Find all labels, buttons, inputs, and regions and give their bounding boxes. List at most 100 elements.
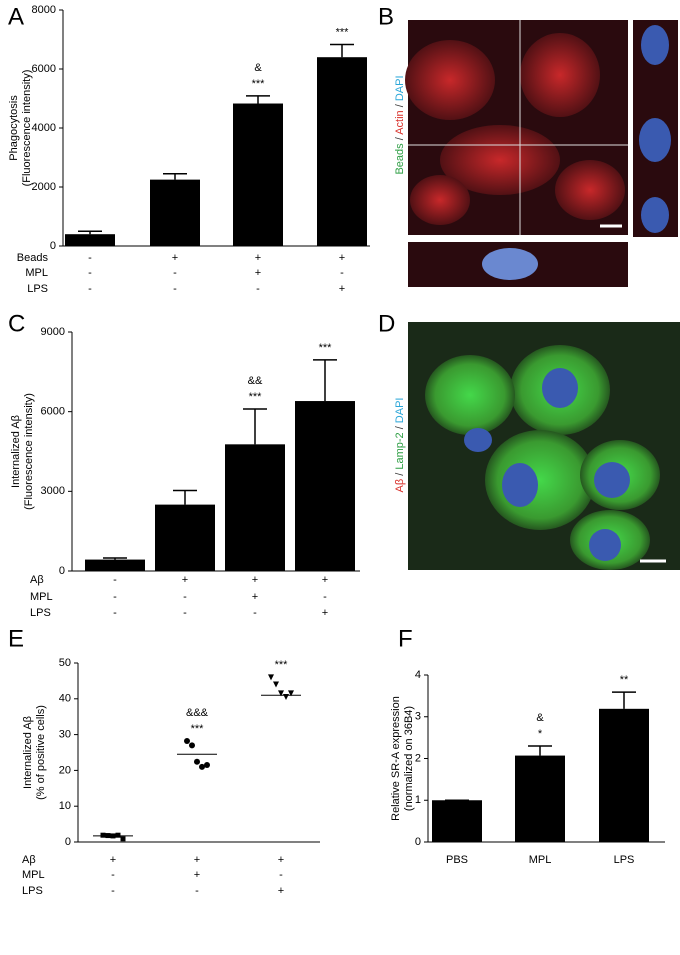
treatment-sign: + xyxy=(339,283,345,295)
y-tick-label: 1 xyxy=(415,794,421,806)
point xyxy=(184,738,190,745)
point xyxy=(288,690,294,697)
point xyxy=(115,832,121,838)
bar xyxy=(295,401,355,571)
treatment-name: LPS xyxy=(22,885,43,897)
y-tick-label: 2000 xyxy=(32,181,56,193)
point xyxy=(194,758,200,765)
microscopy-d xyxy=(408,322,680,570)
microscopy-b xyxy=(405,20,678,287)
y-axis-label: Internalized Aβ xyxy=(10,415,22,488)
treatment-sign: - xyxy=(173,267,177,279)
y-tick-label: 10 xyxy=(59,800,71,812)
error-bar xyxy=(246,95,270,104)
panel-letter: E xyxy=(8,625,24,652)
treatment-name: MPL xyxy=(25,267,48,279)
bar xyxy=(150,179,200,246)
treatment-sign: + xyxy=(110,854,116,866)
panel-letter: A xyxy=(8,3,24,30)
x-tick-label: LPS xyxy=(614,854,635,866)
annotation: & xyxy=(536,712,544,724)
annotation: * xyxy=(538,728,543,740)
point xyxy=(268,674,274,681)
y-tick-label: 4 xyxy=(415,669,421,681)
stain-label-part: / xyxy=(394,135,406,144)
treatment-sign: - xyxy=(323,591,327,603)
y-tick-label: 50 xyxy=(59,657,71,669)
point xyxy=(189,742,195,749)
bar xyxy=(432,800,482,842)
treatment-sign: - xyxy=(88,283,92,295)
treatment-name: MPL xyxy=(22,869,45,881)
x-tick-label: MPL xyxy=(529,854,552,866)
panel-letter: C xyxy=(8,310,25,337)
y-axis-label: Internalized Aβ xyxy=(22,716,34,789)
bar xyxy=(233,103,283,246)
y-tick-label: 40 xyxy=(59,693,71,705)
y-tick-label: 6000 xyxy=(32,63,56,75)
stain-label-part: Lamp-2 xyxy=(394,432,406,469)
error-bar xyxy=(612,691,636,709)
point xyxy=(204,762,210,769)
stain-label-part: / xyxy=(394,101,406,110)
treatment-sign: - xyxy=(113,607,117,619)
point xyxy=(278,690,284,697)
annotation: & xyxy=(254,62,262,74)
annotation: *** xyxy=(319,342,333,354)
y-axis-label: (Fluorescence intensity) xyxy=(23,393,35,510)
point xyxy=(120,836,126,842)
treatment-sign: + xyxy=(278,885,284,897)
point xyxy=(100,832,106,838)
treatment-sign: + xyxy=(278,854,284,866)
treatment-sign: + xyxy=(172,252,178,264)
bar xyxy=(225,444,285,571)
treatment-sign: - xyxy=(88,252,92,264)
treatment-sign: - xyxy=(340,267,344,279)
treatment-sign: + xyxy=(194,869,200,881)
y-tick-label: 6000 xyxy=(41,406,65,418)
panel-letter: F xyxy=(398,625,413,652)
treatment-sign: - xyxy=(195,885,199,897)
stain-label-part: Aβ xyxy=(394,479,406,493)
annotation: ** xyxy=(620,674,629,686)
bar xyxy=(65,234,115,246)
y-tick-label: 3 xyxy=(415,711,421,723)
stain-label-part: DAPI xyxy=(394,75,406,101)
treatment-sign: - xyxy=(173,283,177,295)
treatment-name: MPL xyxy=(30,591,53,603)
stain-label-part: / xyxy=(394,423,406,432)
stain-label: Beads / Actin / DAPI xyxy=(394,75,406,174)
y-tick-label: 30 xyxy=(59,729,71,741)
error-bar xyxy=(103,557,127,560)
stain-label: Aβ / Lamp-2 / DAPI xyxy=(394,398,406,493)
treatment-sign: - xyxy=(183,607,187,619)
annotation: *** xyxy=(275,659,289,671)
annotation: && xyxy=(248,375,263,387)
treatment-sign: - xyxy=(111,885,115,897)
bar xyxy=(599,708,649,842)
treatment-sign: + xyxy=(252,591,258,603)
point xyxy=(199,763,205,770)
treatment-sign: + xyxy=(194,854,200,866)
treatment-sign: - xyxy=(183,591,187,603)
error-bar xyxy=(173,489,197,505)
bar xyxy=(515,755,565,842)
annotation: *** xyxy=(191,723,205,735)
treatment-name: Aβ xyxy=(30,574,44,586)
y-axis-label: (normalized on 36B4) xyxy=(403,706,415,811)
treatment-name: Beads xyxy=(17,252,49,264)
treatment-sign: + xyxy=(339,252,345,264)
treatment-sign: + xyxy=(182,574,188,586)
error-bar xyxy=(163,172,187,180)
error-bar xyxy=(243,408,267,445)
y-axis-label: (% of positive cells) xyxy=(35,705,47,800)
panel-letter: B xyxy=(378,3,394,30)
y-tick-label: 0 xyxy=(59,565,65,577)
stain-label-part: Actin xyxy=(394,110,406,134)
y-tick-label: 4000 xyxy=(32,122,56,134)
y-tick-label: 20 xyxy=(59,764,71,776)
bar xyxy=(85,559,145,571)
treatment-sign: + xyxy=(252,574,258,586)
treatment-name: LPS xyxy=(27,283,48,295)
